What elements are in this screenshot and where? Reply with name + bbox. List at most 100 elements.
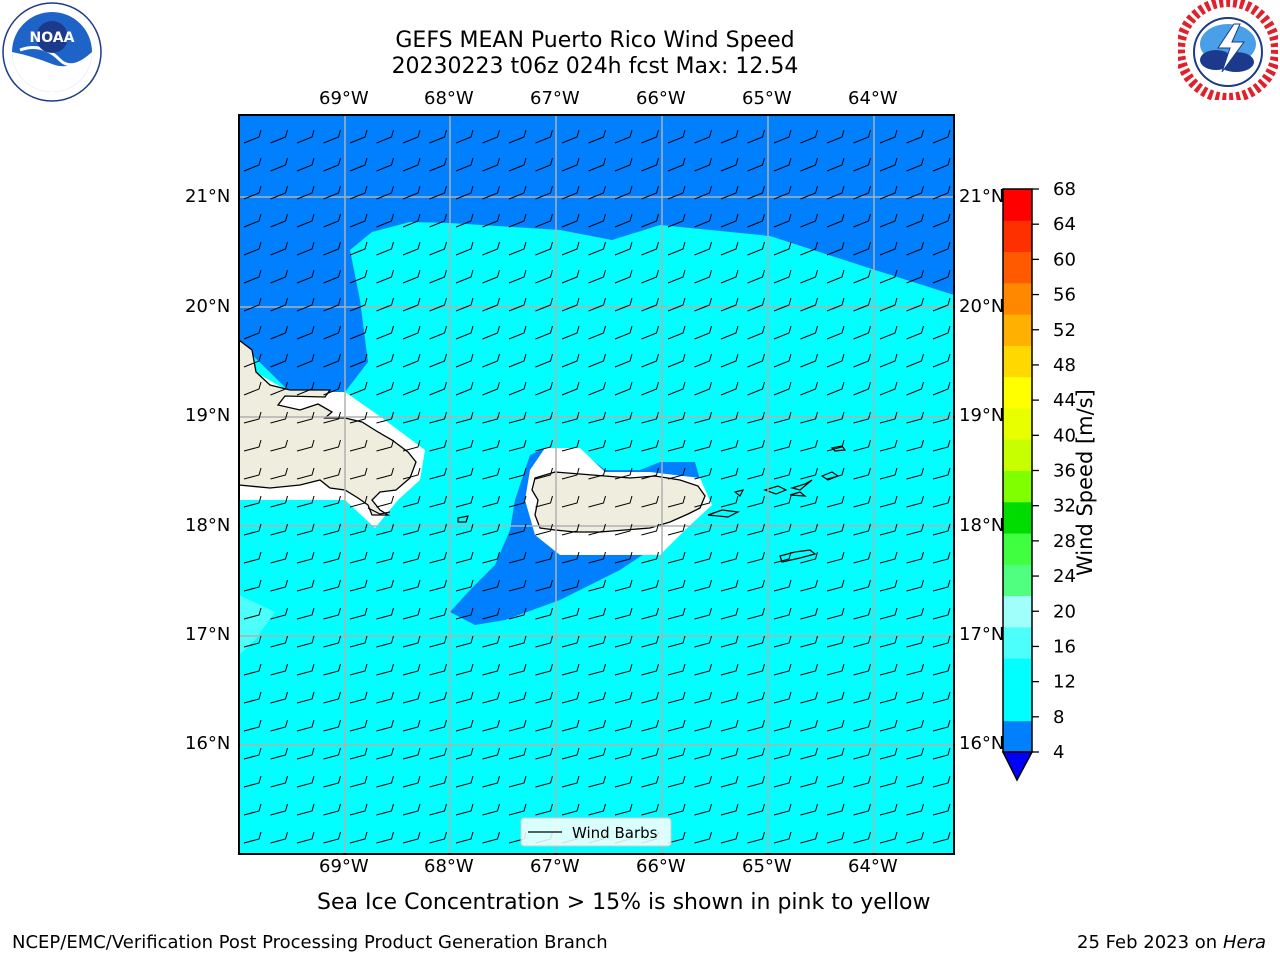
wind-barb (296, 775, 315, 788)
wind-barb (879, 353, 898, 368)
wind-barb (402, 439, 421, 452)
wind-barb (588, 719, 606, 732)
wind-barb (243, 551, 262, 564)
wind-barb (932, 241, 951, 256)
wind-barb (720, 831, 739, 844)
wind-barb (879, 157, 898, 172)
wind-barb (270, 129, 288, 144)
lat-label-left: 17°N (185, 624, 231, 645)
wind-barb (455, 325, 474, 340)
colorbar-tick-label: 68 (1053, 179, 1076, 200)
wind-barb (720, 691, 739, 704)
wind-barb (614, 241, 633, 256)
wind-barb (826, 551, 845, 564)
wind-barb (614, 411, 633, 424)
wind-barb (826, 831, 845, 844)
wind-barb (349, 325, 368, 340)
lon-label-bottom: 69°W (319, 856, 369, 877)
wind-barb (270, 691, 288, 704)
wind-barb (349, 803, 368, 816)
wind-barb (429, 129, 447, 144)
wind-barb (826, 747, 845, 760)
colorbar-tick-label: 64 (1053, 214, 1076, 235)
wind-barb (641, 495, 659, 508)
wind-barb (906, 691, 924, 704)
wind-barb (906, 803, 924, 816)
wind-barb (906, 157, 924, 172)
wind-barb (243, 523, 262, 536)
wind-barb (773, 691, 792, 704)
lat-label-right: 21°N (959, 186, 1005, 207)
wind-barb (906, 551, 924, 564)
wind-barb (455, 607, 474, 620)
wind-barb (747, 241, 765, 256)
wind-barb (826, 495, 845, 508)
wind-barb (296, 747, 315, 760)
wind-barb (508, 495, 527, 508)
wind-barb (588, 157, 606, 172)
wind-barb (641, 439, 659, 452)
wind-barb (773, 663, 792, 676)
wind-barb (508, 439, 527, 452)
wind-barb (879, 411, 898, 424)
wind-barb (402, 523, 421, 536)
colorbar-tick-label: 4 (1053, 742, 1064, 763)
wind-barb (932, 747, 951, 760)
wind-barb (720, 129, 739, 144)
wind-barb (773, 157, 792, 172)
wind-barb (800, 635, 818, 648)
wind-barb (879, 439, 898, 452)
wind-barb (826, 719, 845, 732)
wind-barb (429, 269, 447, 284)
colorbar-segment (1003, 189, 1032, 221)
wind-barb (376, 775, 394, 788)
wind-barb (800, 495, 818, 508)
wind-barb (296, 663, 315, 676)
wind-barb (932, 213, 951, 228)
wind-barb (614, 157, 633, 172)
wind-barb (535, 775, 553, 788)
wind-barb (932, 381, 951, 396)
wind-barb (614, 523, 633, 536)
wind-barb (614, 775, 633, 788)
wind-barb (667, 831, 686, 844)
wind-barb (879, 129, 898, 144)
colorbar-segment (1003, 282, 1032, 315)
wind-barb (455, 691, 474, 704)
wind-barb (270, 269, 288, 284)
colorbar-tick-label: 36 (1053, 461, 1076, 482)
colorbar-tick-label: 20 (1053, 601, 1076, 622)
wind-barb (720, 467, 739, 480)
wind-barb (853, 635, 871, 648)
wind-barb (455, 719, 474, 732)
wind-region-12-16 (239, 595, 275, 655)
wind-barb (270, 495, 288, 508)
wind-barb (588, 803, 606, 816)
wind-barb (667, 269, 686, 284)
wind-barb (879, 241, 898, 256)
wind-barb (906, 129, 924, 144)
wind-barb (349, 297, 368, 312)
lon-label-bottom: 65°W (742, 856, 792, 877)
wind-barb (826, 523, 845, 536)
wind-barb (773, 551, 792, 564)
wind-barb (270, 185, 288, 200)
wind-barb (482, 579, 500, 592)
wind-barb (508, 185, 527, 200)
wind-barb (376, 297, 394, 312)
wind-barb (270, 831, 288, 844)
wind-barb (853, 325, 871, 340)
wind-barb (747, 353, 765, 368)
wind-barb (720, 579, 739, 592)
wind-barb (349, 185, 368, 200)
wind-barb (402, 719, 421, 732)
wind-barb (323, 129, 341, 144)
wind-barb (323, 325, 341, 340)
wind-barb (402, 775, 421, 788)
wind-barb (747, 325, 765, 340)
wind-barb (455, 551, 474, 564)
wind-barb (535, 129, 553, 144)
wind-barb (853, 439, 871, 452)
colorbar-tick-label: 44 (1053, 390, 1076, 411)
